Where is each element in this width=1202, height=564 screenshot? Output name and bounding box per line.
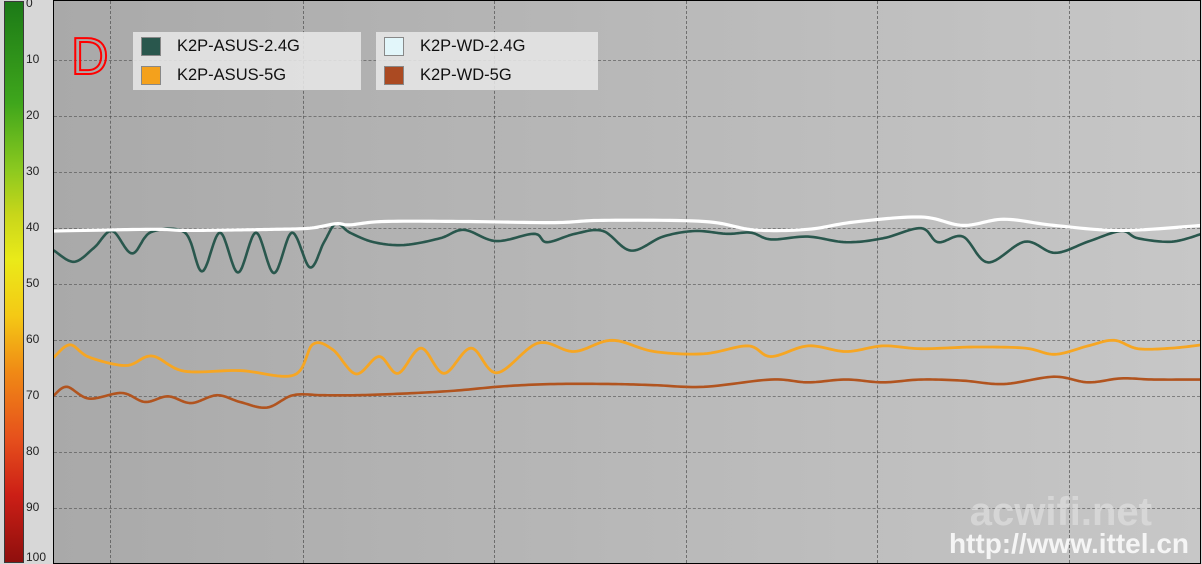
svg-text:D: D bbox=[72, 28, 109, 86]
